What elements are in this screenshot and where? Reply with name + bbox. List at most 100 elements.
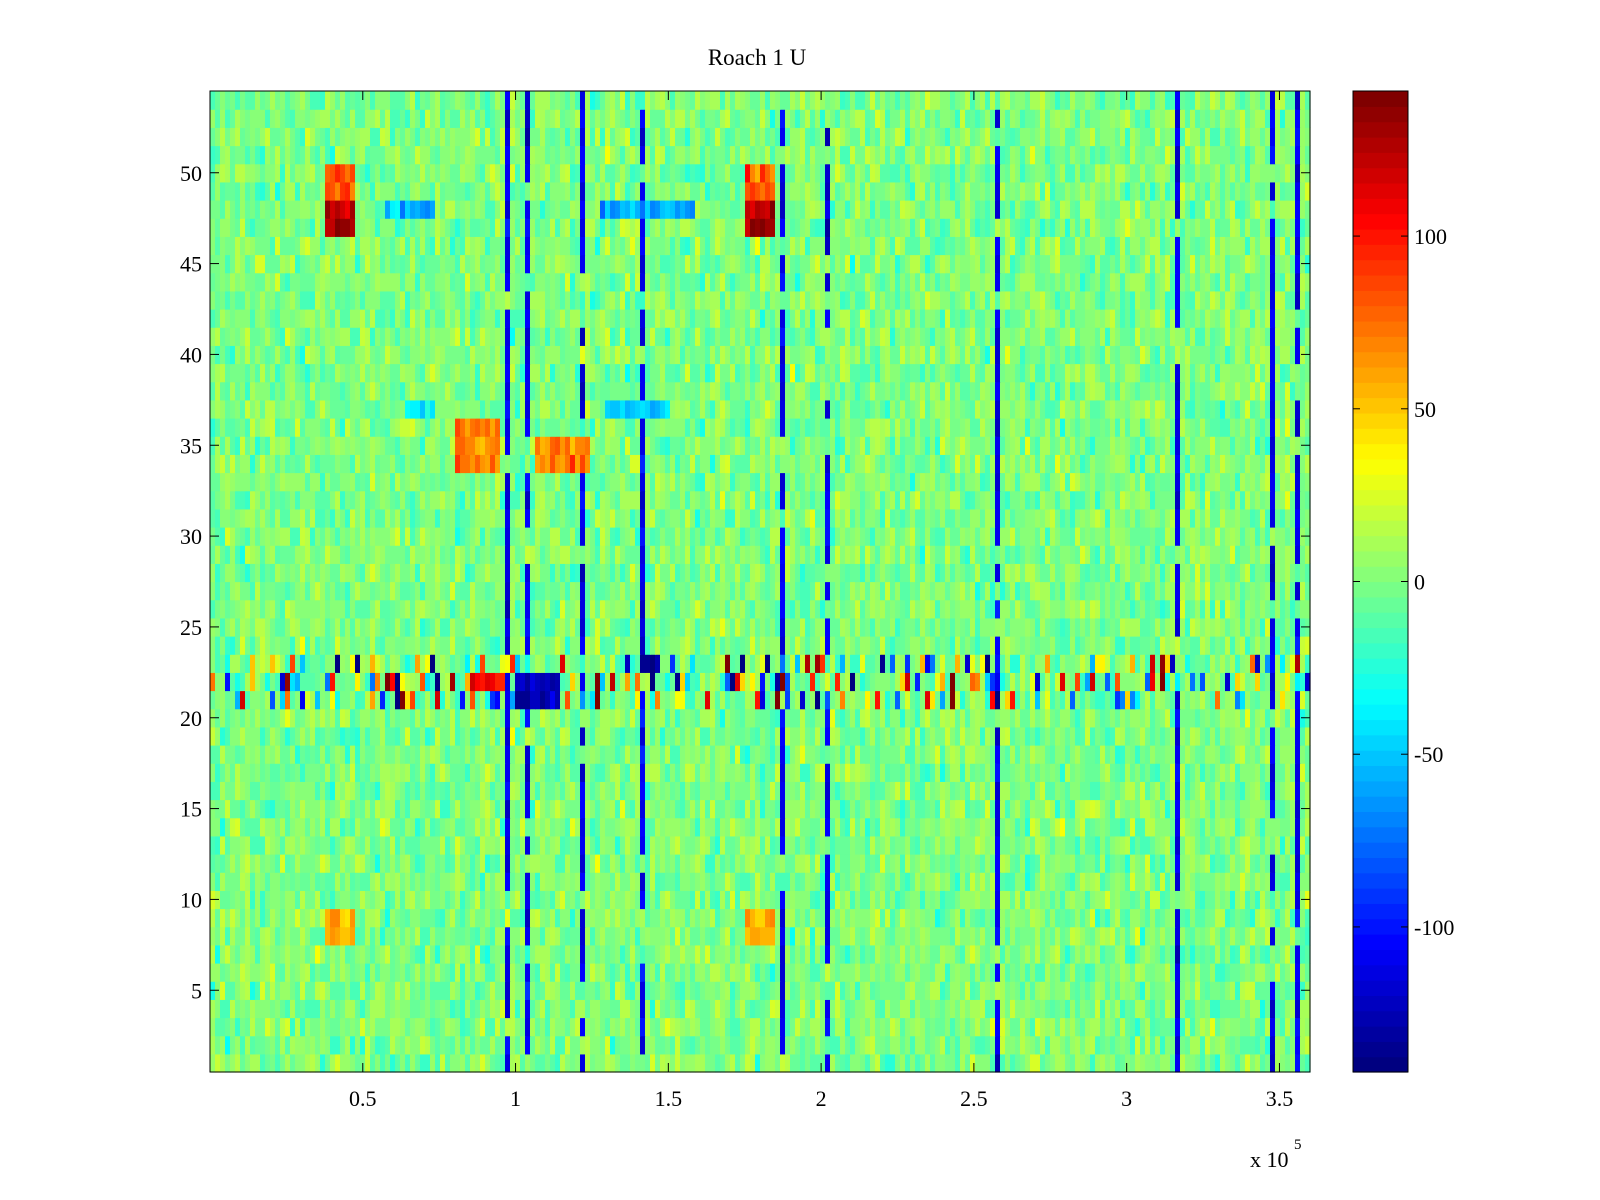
heatmap-cell bbox=[585, 1017, 591, 1037]
heatmap-cell bbox=[355, 926, 361, 946]
heatmap-cell bbox=[605, 817, 611, 837]
heatmap-cell bbox=[1195, 908, 1201, 928]
heatmap-cell bbox=[805, 963, 811, 982]
heatmap-cell bbox=[320, 672, 326, 692]
heatmap-cell bbox=[840, 1017, 846, 1037]
heatmap-cell bbox=[1185, 872, 1191, 891]
heatmap-cell bbox=[1185, 726, 1191, 746]
heatmap-cell bbox=[760, 944, 766, 964]
heatmap-cell bbox=[1260, 890, 1266, 910]
heatmap-cell bbox=[390, 799, 396, 819]
heatmap-cell bbox=[730, 872, 736, 891]
heatmap-cell bbox=[715, 1053, 721, 1073]
heatmap-cell bbox=[965, 890, 971, 910]
heatmap-cell bbox=[650, 1017, 656, 1037]
heatmap-cell bbox=[1265, 817, 1271, 837]
heatmap-cell bbox=[470, 908, 476, 928]
heatmap-cell bbox=[505, 981, 511, 1000]
heatmap-cell bbox=[360, 817, 366, 837]
heatmap-cell bbox=[985, 708, 991, 728]
heatmap-cell bbox=[310, 690, 316, 710]
heatmap-cell bbox=[890, 908, 896, 928]
heatmap-cell bbox=[420, 672, 426, 692]
heatmap-cell bbox=[1145, 944, 1151, 964]
heatmap-cell bbox=[300, 963, 306, 982]
heatmap-cell bbox=[500, 944, 506, 964]
heatmap-cell bbox=[990, 726, 996, 746]
heatmap-cell bbox=[310, 944, 316, 964]
heatmap-cell bbox=[820, 672, 826, 692]
heatmap-cell bbox=[1095, 1035, 1101, 1055]
heatmap-cell bbox=[1210, 799, 1216, 819]
heatmap-cell bbox=[335, 944, 341, 964]
heatmap-cell bbox=[950, 981, 956, 1000]
heatmap-cell bbox=[745, 1017, 751, 1037]
heatmap-cell bbox=[940, 726, 946, 746]
heatmap-cell bbox=[870, 726, 876, 746]
heatmap-cell bbox=[630, 763, 636, 782]
heatmap-cell bbox=[490, 963, 496, 982]
heatmap-cell bbox=[1255, 1053, 1261, 1073]
heatmap-cell bbox=[585, 1053, 591, 1073]
heatmap-cell bbox=[930, 908, 936, 928]
heatmap-cell bbox=[235, 763, 241, 782]
heatmap-cell bbox=[370, 890, 376, 910]
heatmap-cell bbox=[645, 690, 651, 710]
heatmap-cell bbox=[245, 817, 251, 837]
heatmap-cell bbox=[1030, 944, 1036, 964]
heatmap-cell bbox=[315, 835, 321, 855]
heatmap-cell bbox=[435, 926, 441, 946]
heatmap-cell bbox=[950, 763, 956, 782]
heatmap-cell bbox=[400, 854, 406, 873]
heatmap-cell bbox=[1300, 872, 1306, 891]
heatmap-cell bbox=[1105, 872, 1111, 891]
heatmap-cell bbox=[580, 890, 586, 910]
heatmap-cell bbox=[355, 672, 361, 692]
heatmap-cell bbox=[920, 854, 926, 873]
heatmap-cell bbox=[355, 981, 361, 1000]
heatmap-cell bbox=[995, 817, 1001, 837]
heatmap-cell bbox=[1140, 745, 1146, 764]
heatmap-cell bbox=[1015, 944, 1021, 964]
heatmap-cell bbox=[420, 1035, 426, 1055]
heatmap-cell bbox=[1175, 1053, 1181, 1073]
heatmap-cell bbox=[355, 763, 361, 782]
heatmap-cell bbox=[355, 908, 361, 928]
heatmap-cell bbox=[525, 690, 531, 710]
heatmap-cell bbox=[1050, 999, 1056, 1019]
heatmap-cell bbox=[565, 690, 571, 710]
heatmap-cell bbox=[695, 799, 701, 819]
heatmap-cell bbox=[1095, 963, 1101, 982]
heatmap-cell bbox=[990, 817, 996, 837]
heatmap-cell bbox=[480, 908, 486, 928]
heatmap-cell bbox=[710, 690, 716, 710]
heatmap-cell bbox=[1070, 763, 1076, 782]
heatmap-cell bbox=[400, 981, 406, 1000]
heatmap-cell bbox=[1040, 854, 1046, 873]
heatmap-cell bbox=[990, 981, 996, 1000]
heatmap-cell bbox=[405, 763, 411, 782]
heatmap-cell bbox=[955, 926, 961, 946]
heatmap-cell bbox=[895, 781, 901, 801]
heatmap-cell bbox=[1150, 981, 1156, 1000]
heatmap-cell bbox=[670, 926, 676, 946]
heatmap-cell bbox=[595, 654, 601, 673]
heatmap-cell bbox=[1035, 835, 1041, 855]
heatmap-cell bbox=[810, 745, 816, 764]
heatmap-cell bbox=[800, 963, 806, 982]
heatmap-cell bbox=[885, 745, 891, 764]
heatmap-cell bbox=[705, 926, 711, 946]
heatmap-cell bbox=[485, 817, 491, 837]
heatmap-cell bbox=[1275, 672, 1281, 692]
heatmap-cell bbox=[1060, 1035, 1066, 1055]
heatmap-cell bbox=[235, 835, 241, 855]
heatmap-cell bbox=[605, 726, 611, 746]
heatmap-cell bbox=[725, 781, 731, 801]
heatmap-cell bbox=[940, 781, 946, 801]
heatmap-cell bbox=[815, 835, 821, 855]
heatmap-cell bbox=[630, 1035, 636, 1055]
heatmap-cell bbox=[665, 908, 671, 928]
heatmap-cell bbox=[730, 854, 736, 873]
heatmap-cell bbox=[830, 745, 836, 764]
heatmap-cell bbox=[925, 963, 931, 982]
